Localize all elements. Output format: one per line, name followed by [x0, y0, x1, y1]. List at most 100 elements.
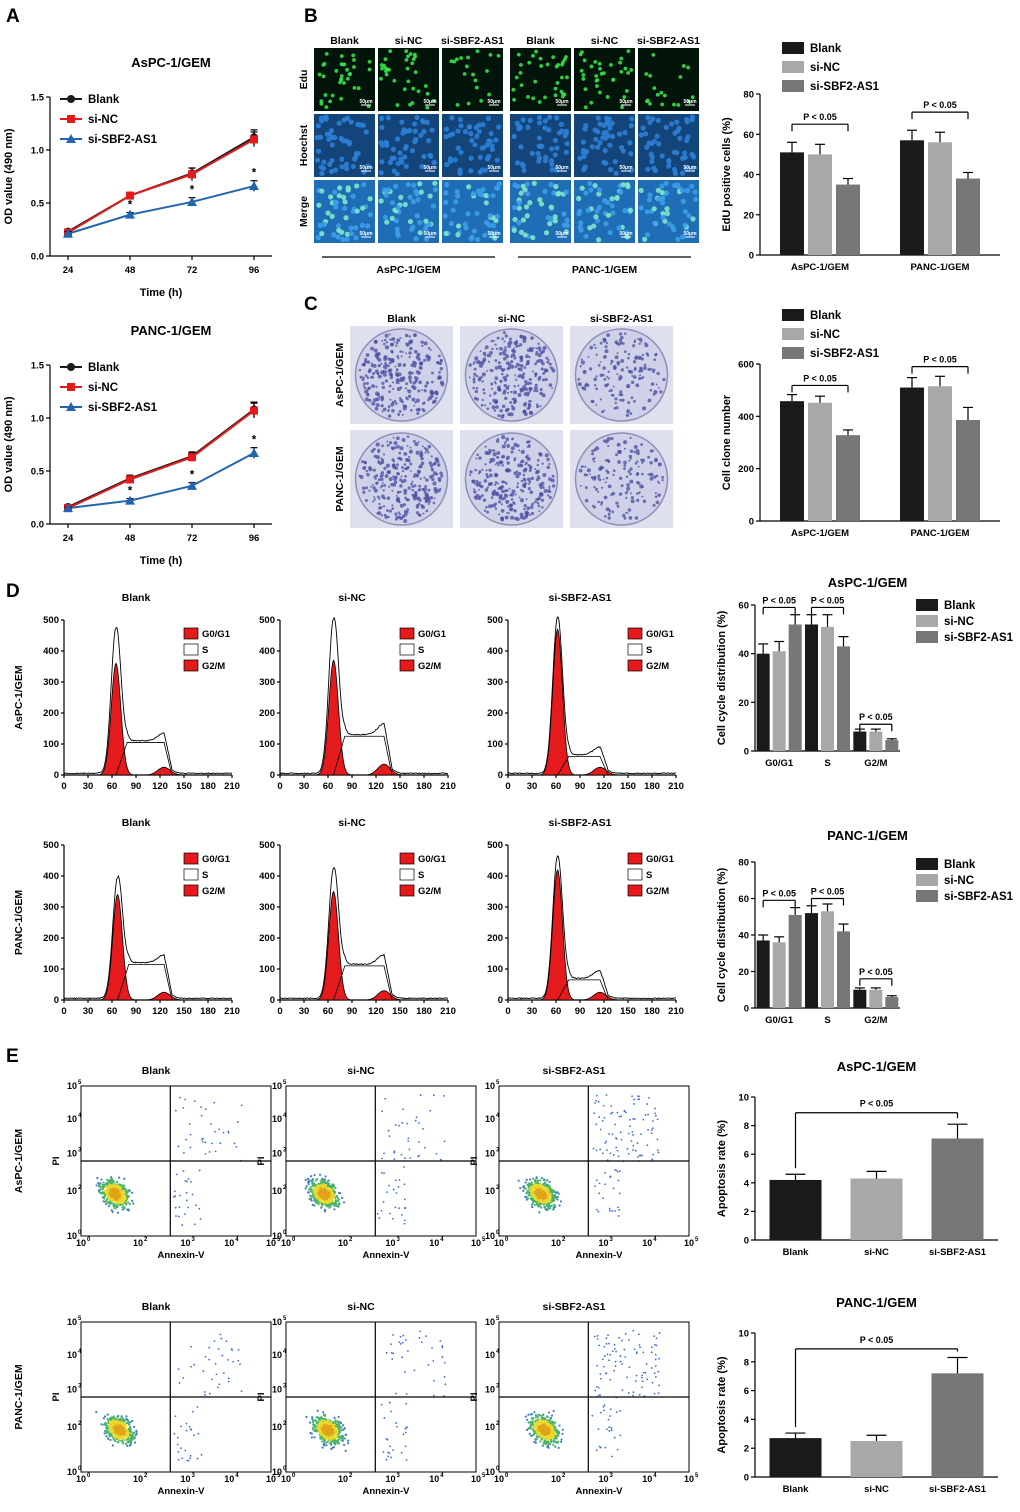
event-dot	[384, 1097, 387, 1100]
colony	[537, 342, 540, 345]
y-tick-label: 2	[744, 1207, 749, 1218]
event-dot	[528, 1178, 532, 1181]
colony	[514, 365, 517, 369]
colony	[388, 333, 391, 336]
event-dot	[647, 1113, 649, 1116]
bar	[853, 989, 867, 1008]
cell-nucleus	[675, 128, 681, 134]
event-dot	[383, 1172, 385, 1175]
event-dot	[320, 1193, 323, 1196]
colony	[498, 513, 501, 516]
event-dot	[326, 1204, 329, 1207]
x-tick-label: 150	[392, 1006, 408, 1017]
colony	[522, 473, 526, 477]
event-dot	[341, 1196, 344, 1199]
cell-nucleus	[401, 154, 408, 160]
event-dot	[612, 1187, 615, 1190]
event-dot	[100, 1178, 103, 1181]
event-dot	[116, 1188, 119, 1191]
cell-nucleus	[340, 236, 346, 243]
bar	[928, 142, 952, 255]
cell-nucleus	[345, 187, 351, 193]
y-tick-label: 40	[738, 931, 749, 942]
cell-nucleus	[410, 61, 415, 66]
cell-nucleus	[414, 191, 420, 197]
y-decade-exponent: 2	[78, 1185, 82, 1191]
cell-nucleus	[680, 234, 686, 240]
dotplot-events	[304, 1094, 446, 1225]
event-dot	[611, 1210, 614, 1212]
cell-nucleus	[530, 234, 536, 241]
colony	[469, 474, 472, 477]
event-dot	[200, 1106, 202, 1109]
cell-nucleus	[596, 204, 603, 210]
histogram-total-curve	[63, 626, 233, 775]
cell-nucleus	[671, 149, 678, 155]
cell-nucleus	[470, 191, 477, 197]
colony	[413, 473, 418, 478]
colony	[421, 408, 425, 412]
legend-label: si-SBF2-AS1	[944, 891, 1014, 903]
colony	[535, 389, 539, 393]
event-dot	[634, 1149, 637, 1152]
y-tick-label: 300	[487, 902, 503, 913]
colony	[482, 498, 487, 503]
colony	[440, 474, 444, 478]
colony	[365, 486, 369, 490]
colony	[381, 381, 385, 385]
event-dot	[191, 1193, 194, 1196]
event-dot	[174, 1109, 177, 1112]
event-dot	[107, 1197, 111, 1200]
histogram-title: si-SBF2-AS1	[548, 592, 611, 604]
cell-nucleus	[563, 128, 569, 134]
cell-nucleus	[351, 53, 356, 58]
colony	[372, 372, 376, 376]
y-tick-label: 300	[43, 677, 59, 688]
x-tick-label: 30	[299, 1006, 310, 1017]
event-dot	[418, 1122, 420, 1124]
event-dot	[657, 1149, 659, 1152]
x-decade-exponent: 0	[505, 1237, 509, 1243]
cell-nucleus	[616, 225, 622, 231]
y-tick-label: 100	[43, 964, 59, 975]
cell-nucleus	[601, 122, 607, 128]
event-dot	[543, 1205, 547, 1208]
colony	[378, 395, 381, 398]
scale-bar-label: 50μm	[619, 165, 633, 171]
cell-nucleus	[425, 105, 430, 110]
colony	[539, 391, 543, 396]
colony	[388, 485, 391, 488]
colony	[601, 410, 604, 414]
colony	[501, 489, 505, 494]
event-dot	[313, 1199, 317, 1202]
y-decade-exponent: 3	[496, 1148, 500, 1154]
colony	[396, 379, 400, 383]
colony	[397, 511, 401, 514]
colony	[398, 456, 402, 460]
event-dot	[317, 1187, 320, 1191]
x-tick-label: 150	[176, 781, 192, 792]
event-dot	[536, 1188, 540, 1191]
cell-nucleus	[607, 142, 613, 148]
event-dot	[527, 1185, 531, 1189]
cell-nucleus	[624, 89, 629, 93]
colony	[580, 360, 586, 365]
cell-nucleus	[581, 77, 586, 81]
colony	[589, 473, 592, 476]
cell-nucleus	[407, 194, 413, 200]
y-decade-exponent: 4	[78, 1113, 82, 1119]
y-tick-label: 60	[743, 130, 754, 141]
colony	[387, 408, 390, 411]
colony	[395, 344, 398, 347]
event-dot	[542, 1197, 545, 1200]
colony	[498, 496, 503, 500]
event-dot	[200, 1138, 203, 1141]
cell-nucleus	[383, 57, 388, 62]
y-tick-label: 0.0	[31, 520, 44, 531]
bar	[821, 626, 834, 751]
event-dot	[319, 1200, 322, 1204]
colony	[637, 338, 640, 341]
cell-nucleus	[583, 190, 589, 196]
colony	[407, 486, 411, 490]
event-dot	[337, 1202, 341, 1205]
